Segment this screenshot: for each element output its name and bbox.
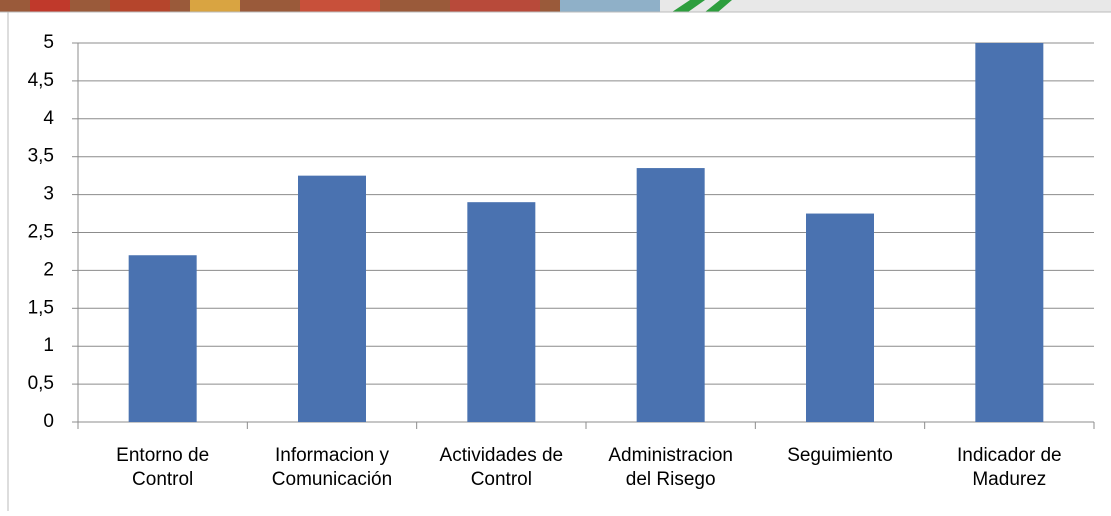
y-tick-label: 0,5 bbox=[28, 373, 54, 394]
y-tick-label: 1 bbox=[43, 335, 54, 356]
y-tick-label: 1,5 bbox=[28, 297, 54, 318]
x-tick-label: Seguimiento bbox=[787, 445, 893, 466]
bar bbox=[467, 202, 535, 422]
y-tick-label: 0 bbox=[43, 411, 54, 432]
bar bbox=[637, 168, 705, 422]
y-tick-label: 2,5 bbox=[28, 222, 54, 243]
y-tick-label: 4 bbox=[43, 108, 54, 129]
y-tick-label: 3 bbox=[43, 184, 54, 205]
y-tick-label: 2 bbox=[43, 259, 54, 280]
y-tick-label: 3,5 bbox=[28, 146, 54, 167]
chart: 0 0,5 1 1,5 2 2,5 3 3,5 4 4,5 5 Entorno deControl In… bbox=[0, 0, 1111, 511]
bar bbox=[298, 176, 366, 422]
y-tick-label: 4,5 bbox=[28, 70, 54, 91]
y-tick-label: 5 bbox=[43, 32, 54, 53]
header-strip bbox=[0, 0, 1111, 12]
bar bbox=[975, 43, 1043, 422]
bar bbox=[806, 214, 874, 422]
bar bbox=[129, 255, 197, 422]
